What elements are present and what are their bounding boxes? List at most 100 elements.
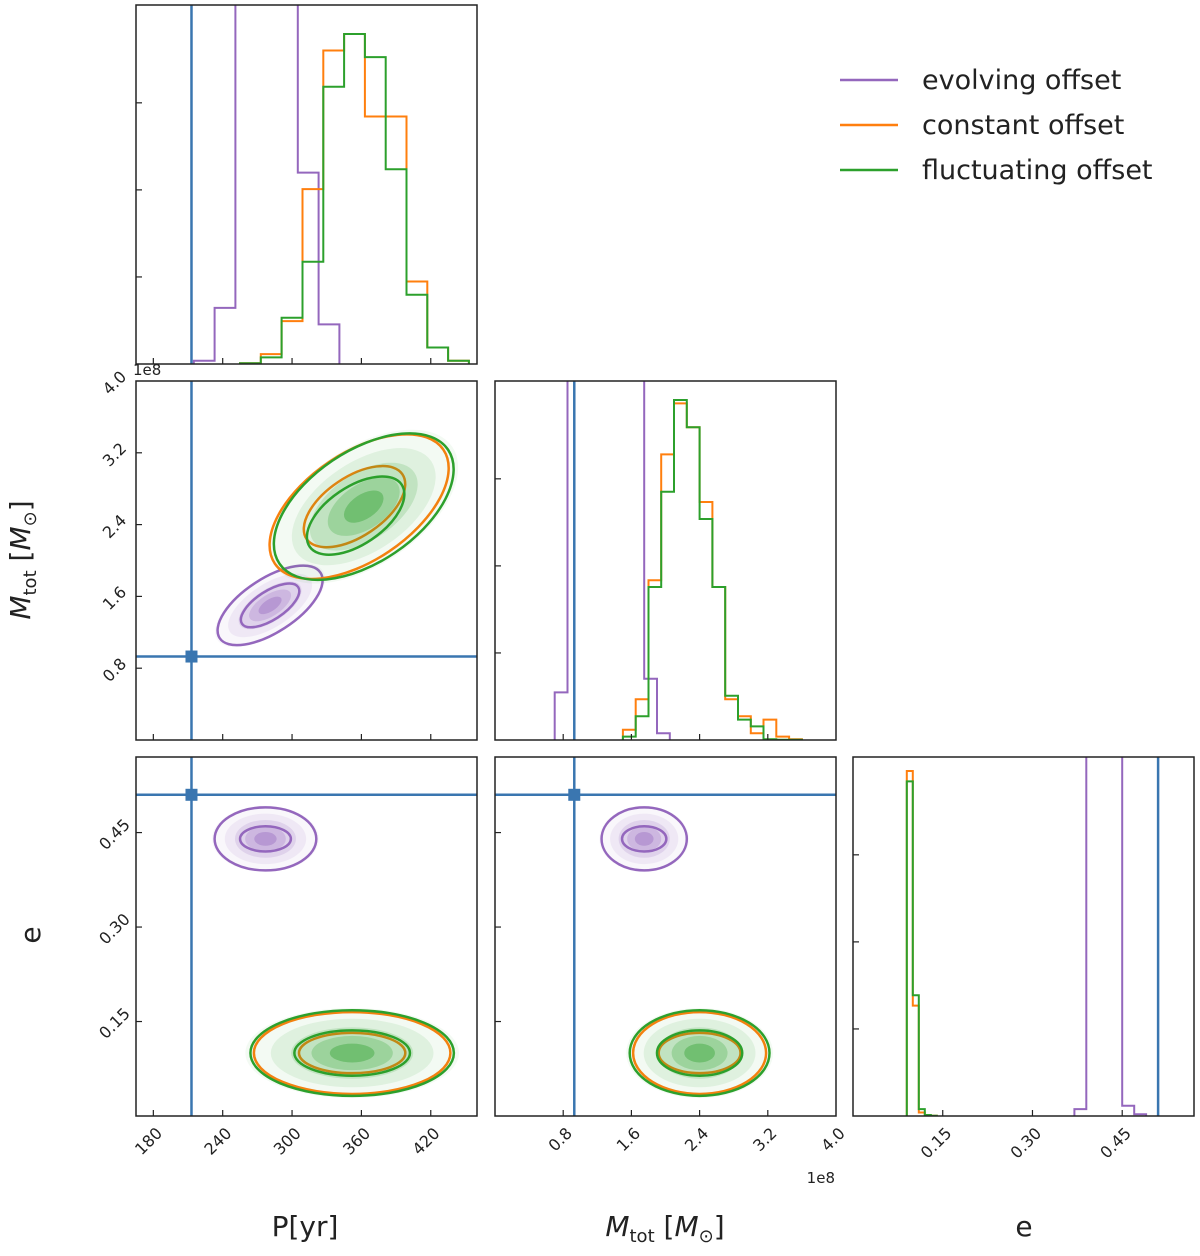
contour-inner-evolving-offset: [620, 825, 668, 853]
histogram-P-evolving-offset: [192, 5, 341, 364]
y-axis-label-eccentricity: e: [14, 926, 47, 943]
x-tick-label: 0.30: [1007, 1124, 1046, 1163]
label-close: ]: [4, 500, 37, 511]
label-unit: [: [655, 1210, 675, 1243]
label-unit: [: [4, 551, 37, 571]
density-level: [610, 813, 679, 865]
density-level: [291, 1027, 414, 1079]
density-fluctuating-offset: [626, 1008, 774, 1098]
density-level: [245, 1008, 459, 1098]
density-level: [657, 1027, 742, 1079]
x-tick-label: 180: [131, 1124, 166, 1159]
contour-inner-constant-offset: [657, 1031, 742, 1075]
density-level: [249, 589, 292, 622]
density-evolving-offset: [212, 805, 319, 872]
panel-frame: [135, 756, 478, 1117]
x-tick-label: 1.6: [613, 1124, 644, 1155]
diag-panel-P: [190, 5, 470, 364]
density-level: [627, 826, 662, 852]
label-symbol: M: [4, 596, 37, 620]
y-tick-label: 0.8: [99, 654, 130, 685]
panel-frame: [494, 380, 837, 741]
truth-marker: [568, 788, 581, 801]
y-tick-label: 1.6: [99, 582, 130, 613]
contour-inner-fluctuating-offset: [293, 1029, 412, 1077]
x-tick-label: 300: [270, 1124, 305, 1159]
density-level: [311, 1035, 393, 1071]
y-tick-label: 0.30: [95, 910, 134, 949]
label-close: ]: [714, 1210, 725, 1243]
histogram-M-fluctuating-offset: [621, 399, 803, 740]
density-evolving-offset: [599, 805, 689, 872]
contour-outer-fluctuating-offset: [249, 1008, 456, 1098]
density-level: [228, 573, 313, 638]
contour-outer-constant-offset: [252, 1010, 452, 1096]
legend: evolving offset constant offset fluctuatin…: [840, 65, 1153, 186]
contour-inner-evolving-offset: [239, 582, 301, 629]
density-level: [626, 1008, 774, 1098]
density-level: [245, 826, 286, 852]
label-symbol: M: [605, 1210, 629, 1243]
y-tick-label: 0.15: [95, 1004, 134, 1043]
x-tick-label: 4.0: [817, 1124, 848, 1155]
x-axis-label-period: P[yr]: [272, 1210, 339, 1243]
marks-layer: [136, 5, 1160, 1116]
truth-marker: [185, 788, 198, 801]
x-tick-label: 0.15: [917, 1124, 956, 1163]
density-level: [343, 490, 384, 523]
density-level: [258, 596, 282, 615]
x-tick-label: 0.45: [1096, 1124, 1135, 1163]
x-tick-label: 3.2: [749, 1124, 780, 1155]
contour-outer-constant-offset: [631, 1010, 768, 1096]
y-offset-text: 1e8: [133, 361, 161, 379]
density-level: [599, 805, 689, 872]
density-level: [671, 1035, 728, 1071]
histogram-P-constant-offset: [239, 33, 470, 364]
density-level: [329, 1043, 375, 1063]
legend-label-constant-offset: constant offset: [922, 110, 1124, 141]
panel-M-e: [495, 757, 836, 1116]
contour-outer-evolving-offset: [600, 806, 689, 872]
contour-outer-fluctuating-offset: [272, 432, 455, 582]
label-unit-subscript: ⊙: [699, 1226, 714, 1247]
diag-panel-M: [553, 381, 803, 740]
density-level: [224, 813, 307, 865]
x-axis-label-eccentricity: e: [1015, 1210, 1032, 1243]
y-tick-label: 4.0: [99, 367, 130, 398]
contour-outer-evolving-offset: [213, 806, 318, 872]
histogram-M-evolving-offset: [553, 381, 671, 740]
contour-outer-evolving-offset: [216, 564, 324, 647]
x-tick-label: 360: [339, 1124, 374, 1159]
density-level: [269, 429, 459, 584]
panel-frame: [494, 756, 837, 1117]
contour-inner-fluctuating-offset: [305, 475, 406, 556]
truth-marker: [185, 650, 198, 663]
y-tick-label: 2.4: [99, 511, 130, 542]
x-tick-label: 0.8: [544, 1124, 575, 1155]
panel-frame: [852, 756, 1195, 1117]
density-level: [634, 831, 654, 846]
contour-outer-fluctuating-offset: [628, 1008, 771, 1098]
legend-label-fluctuating-offset: fluctuating offset: [922, 155, 1153, 186]
y-tick-label: 0.45: [95, 815, 134, 854]
panel-frame: [135, 380, 478, 741]
frames-layer: [135, 4, 1195, 1117]
legend-label-evolving-offset: evolving offset: [922, 65, 1121, 96]
density-level: [291, 448, 436, 566]
diag-panel-e: [905, 757, 1160, 1116]
density-level: [214, 563, 326, 648]
density-level: [684, 1043, 715, 1063]
density-level: [238, 581, 302, 630]
density-level: [327, 477, 400, 536]
label-subscript: tot: [20, 570, 41, 595]
label-subscript: tot: [630, 1226, 655, 1247]
density-fluctuating-offset: [245, 1008, 459, 1098]
x-tick-label: 2.4: [681, 1124, 712, 1155]
label-unit-symbol: M: [4, 526, 37, 550]
label-unit-subscript: ⊙: [20, 511, 41, 526]
histogram-e-fluctuating-offset: [905, 780, 938, 1116]
x-axis-label-mtot: Mtot [M⊙]: [605, 1210, 724, 1247]
panel-P-M: [136, 381, 477, 740]
x-offset-text: 1e8: [807, 1169, 835, 1187]
